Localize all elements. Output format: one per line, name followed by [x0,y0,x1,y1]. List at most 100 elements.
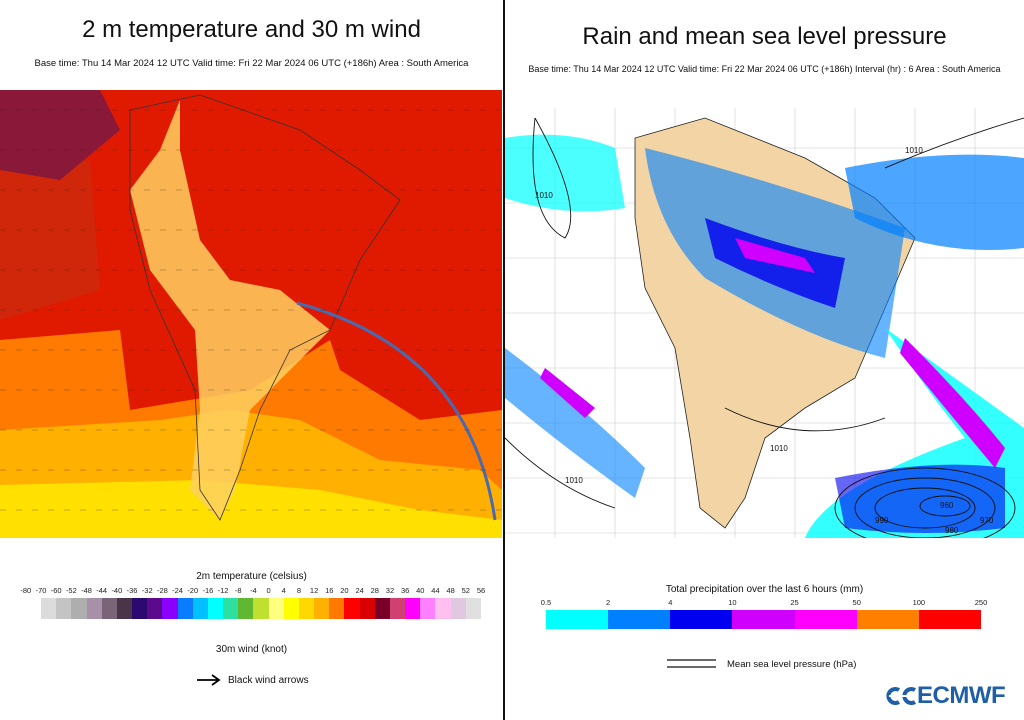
colorbar-tick-label: 28 [370,586,379,595]
isobar-label: 1010 [770,444,788,453]
colorbar-tick-label: 24 [355,586,364,595]
colorbar-swatch [298,598,315,619]
precipitation-map: 1010 1010 1010 1010 960 970 980 990 [505,108,1024,538]
region-cool-north [0,90,120,180]
colorbar-swatch [344,598,361,619]
colorbar-tick-label: 56 [476,586,486,595]
colorbar-tick-label: -44 [96,586,108,595]
colorbar-tick-label: 36 [400,586,410,595]
colorbar-tick-label: -60 [50,586,62,595]
colorbar-swatch [238,598,254,619]
colorbar-tick-label: -8 [234,586,242,595]
colorbar-swatch [253,598,270,619]
colorbar-tick-label: 0 [266,586,271,595]
colorbar-swatch [670,610,733,629]
temperature-colorbar [41,598,482,619]
colorbar-swatch [192,598,209,619]
temperature-legend-title: 2m temperature (celsius) [196,571,307,582]
colorbar-swatch [41,598,57,619]
colorbar-tick-label: 2 [606,598,611,607]
isobar-label: 970 [980,516,994,525]
colorbar-tick-label: -36 [126,586,138,595]
colorbar-swatch [283,598,300,619]
colorbar-swatch [314,598,330,619]
colorbar-tick-label: -40 [111,586,123,595]
coastline [129,94,401,521]
colorbar-swatch [918,610,982,629]
colorbar-tick-label: -32 [141,586,153,595]
annotation-arc [296,301,497,521]
ecmwf-logo-icon [886,687,917,705]
colorbar-swatch [147,598,163,619]
colorbar-tick-label: -12 [217,586,229,595]
colorbar-swatch [374,598,391,619]
colorbar-tick-label: -16 [202,586,214,595]
colorbar-swatch [856,610,920,629]
right-title: Rain and mean sea level pressure [582,23,947,50]
colorbar-swatch [389,598,406,619]
region-yellow [0,480,502,538]
wind-legend-title: 30m wind (knot) [215,644,288,655]
colorbar-tick-label: 32 [385,586,395,595]
colorbar-swatch [71,598,88,619]
colorbar-tick-label: 0.5 [540,598,552,607]
colorbar-tick-label: 250 [974,598,988,607]
colorbar-swatch [207,598,224,619]
colorbar-tick-label: 44 [431,586,440,595]
colorbar-swatch [794,610,858,629]
isobars [505,117,1024,538]
colorbar-swatch [162,598,179,619]
colorbar-tick-label: -80 [20,586,32,595]
colorbar-swatch [546,610,609,629]
isobar-label: 960 [940,501,954,510]
colorbar-tick-label: 16 [325,586,334,595]
colorbar-swatch [450,598,467,619]
isobar-label: 990 [875,516,889,525]
colorbar-tick-label: 10 [728,598,737,607]
colorbar-tick-label: -52 [65,586,77,595]
colorbar-swatch [405,598,421,619]
left-subtitle: Base time: Thu 14 Mar 2024 12 UTC Valid … [34,58,469,69]
colorbar-swatch [177,598,194,619]
colorbar-tick-label: 12 [309,586,319,595]
right-subtitle: Base time: Thu 14 Mar 2024 12 UTC Valid … [528,64,1001,74]
colorbar-swatch [359,598,376,619]
wind-legend-label: Black wind arrows [228,675,309,686]
colorbar-swatch [101,598,118,619]
pressure-legend-label: Mean sea level pressure (hPa) [727,659,857,670]
colorbar-swatch [329,598,345,619]
colorbar-swatch [56,598,72,619]
colorbar-tick-label: 100 [912,598,926,607]
precip-legend-title: Total precipitation over the last 6 hour… [665,584,864,595]
colorbar-tick-label: -24 [172,586,183,595]
isobar-label: 1010 [565,476,583,485]
colorbar-tick-label: -4 [250,586,257,595]
colorbar-swatch [420,598,436,619]
colorbar-swatch [435,598,452,619]
panel-divider [503,0,505,720]
isobar-label: 980 [945,526,959,535]
colorbar-tick-label: -28 [156,586,168,595]
colorbar-swatch [223,598,239,619]
colorbar-tick-label: 8 [296,586,301,595]
colorbar-tick-label: 48 [446,586,455,595]
colorbar-tick-label: -20 [187,586,199,595]
colorbar-tick-label: 4 [668,598,673,607]
colorbar-tick-label: 40 [416,586,425,595]
colorbar-tick-label: 20 [340,586,349,595]
region-warm [0,160,100,320]
colorbar-swatch [608,610,671,629]
colorbar-tick-label: 4 [281,586,286,595]
colorbar-tick-label: 25 [790,598,799,607]
colorbar-swatch [268,598,285,619]
left-title: 2 m temperature and 30 m wind [82,16,421,43]
colorbar-tick-label: -70 [35,586,47,595]
isobar-label: 1010 [905,146,923,155]
temperature-legend-ticks: -80 -70 -60 -52 -48 -44 -40 -36 -32 -28 -24 -20 -16-… [0,586,503,598]
colorbar-swatch [116,598,133,619]
isobar-label: 1010 [535,191,553,200]
precip-colorbar [546,610,982,629]
isobar-legend-line [667,659,716,668]
temperature-map [0,90,502,538]
colorbar-swatch [465,598,482,619]
